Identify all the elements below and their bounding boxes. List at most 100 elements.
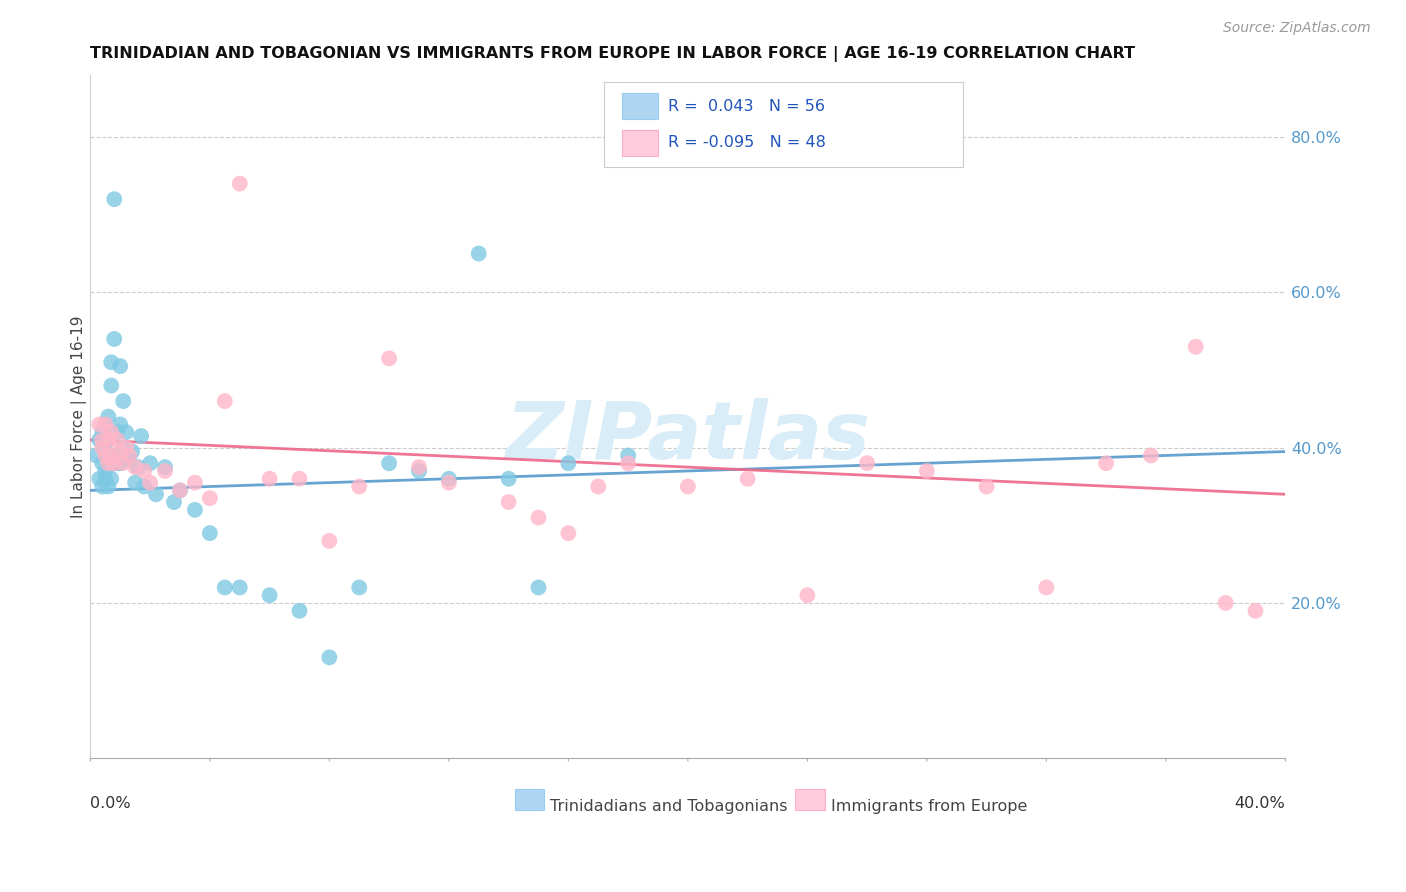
Point [229,177,252,191]
Point [94,444,117,458]
Point [527,510,550,524]
Point [214,394,236,409]
Point [118,452,141,467]
Point [103,332,125,346]
Point [498,495,520,509]
Point [169,483,191,498]
Point [100,449,122,463]
Point [676,479,699,493]
Point [318,533,340,548]
Point [617,449,640,463]
Text: R = -0.095   N = 48: R = -0.095 N = 48 [668,135,825,150]
Point [97,409,120,424]
Point [134,479,156,493]
FancyBboxPatch shape [515,789,544,810]
FancyBboxPatch shape [605,82,963,167]
Point [139,456,162,470]
Point [112,441,135,455]
Point [100,378,122,392]
Point [915,464,938,478]
Point [347,581,370,595]
Point [557,456,579,470]
Point [129,429,152,443]
Point [124,475,146,490]
Point [229,581,252,595]
Point [89,433,111,447]
Point [498,472,520,486]
Point [112,456,135,470]
Point [115,449,138,463]
Point [1140,449,1163,463]
Point [1215,596,1237,610]
Point [127,460,149,475]
Point [115,441,138,455]
Point [378,456,401,470]
Point [100,472,122,486]
Point [118,449,141,463]
Point [105,456,128,470]
Point [527,581,550,595]
Point [94,449,117,463]
FancyBboxPatch shape [796,789,825,810]
Text: ZIPatlas: ZIPatlas [505,398,870,476]
Point [153,460,176,475]
Point [557,526,579,541]
Point [100,449,122,463]
Point [91,479,114,493]
Point [94,437,117,451]
Point [437,472,460,486]
Point [1184,340,1206,354]
Point [259,588,281,602]
Point [110,456,132,470]
Point [184,503,207,517]
Point [124,460,146,475]
Point [134,464,156,478]
Text: 0.0%: 0.0% [90,796,131,811]
Point [198,491,221,505]
Point [110,359,132,373]
Text: 40.0%: 40.0% [1234,796,1285,811]
Point [89,472,111,486]
Point [617,456,640,470]
Point [163,495,186,509]
Point [86,449,108,463]
Point [856,456,879,470]
Point [97,433,120,447]
Point [94,464,117,478]
Point [103,456,125,470]
Text: Trinidadians and Tobagonians: Trinidadians and Tobagonians [550,799,787,814]
Point [153,464,176,478]
Point [169,483,191,498]
FancyBboxPatch shape [621,94,658,120]
Point [91,433,114,447]
Point [105,425,128,439]
Point [110,444,132,458]
Point [378,351,401,366]
Point [91,441,114,455]
Point [347,479,370,493]
Point [214,581,236,595]
Point [408,460,430,475]
Point [1244,604,1267,618]
Point [1035,581,1057,595]
Point [89,417,111,432]
Point [94,472,117,486]
Point [112,394,135,409]
Point [103,456,125,470]
Point [110,417,132,432]
FancyBboxPatch shape [621,129,658,155]
Point [796,588,818,602]
Text: Immigrants from Europe: Immigrants from Europe [831,799,1028,814]
Point [184,475,207,490]
Point [586,479,609,493]
Point [97,456,120,470]
Text: TRINIDADIAN AND TOBAGONIAN VS IMMIGRANTS FROM EUROPE IN LABOR FORCE | AGE 16-19 : TRINIDADIAN AND TOBAGONIAN VS IMMIGRANTS… [90,46,1136,62]
Point [467,246,489,260]
Point [259,472,281,486]
Point [103,192,125,206]
Point [288,604,311,618]
Point [437,475,460,490]
Point [97,456,120,470]
Y-axis label: In Labor Force | Age 16-19: In Labor Force | Age 16-19 [72,316,87,518]
Point [91,425,114,439]
